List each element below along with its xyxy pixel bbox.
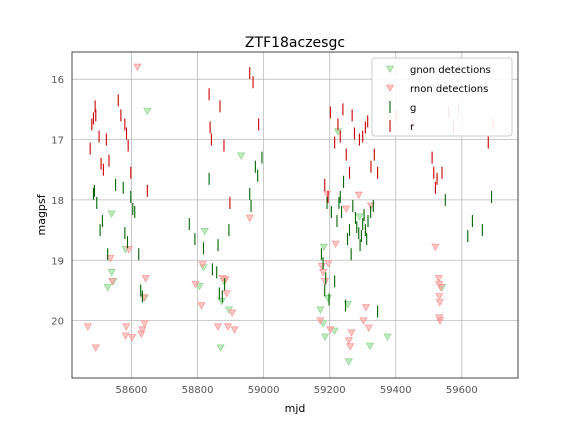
rnon-point [222,290,231,298]
rnon-point [106,255,115,263]
y-tick-label: 17 [51,136,64,147]
legend-marker-gnon [385,65,395,74]
rnon-point [133,63,142,72]
y-tick-label: 20 [51,317,64,328]
x-axis-label: mjd [285,402,306,415]
x-tick-label: 58800 [182,385,214,396]
x-tick-label: 59400 [380,385,412,396]
data-marks [83,63,494,366]
rnon-point [320,278,330,286]
legend-label-rnon: rnon detections [410,84,488,95]
rnon-point [108,278,117,286]
gnon-point [216,344,225,352]
gnon-point [383,333,392,342]
rnon-point [331,240,340,249]
gnon-point [316,306,325,314]
gnon-point [107,210,116,218]
rnon-point [128,334,137,342]
rnon-point [230,326,239,334]
rnon-point [354,191,363,200]
rnon-point [344,337,353,345]
plot-frame [71,51,519,379]
rnon-point [431,243,440,252]
gnon-point [200,228,209,236]
gnon-point [365,342,375,351]
rnon-point [359,317,368,325]
x-tick-label: 59600 [446,385,478,396]
rnon-point [361,304,371,312]
gnon-point [344,358,353,366]
rnon-point [322,190,332,198]
rnon-point [326,326,335,334]
legend: gnon detections rnon detections gr [371,57,513,137]
gnon-point [237,152,246,160]
y-tick-label: 18 [51,196,64,207]
rnon-point [121,332,130,340]
rnon-point [435,293,444,301]
rnon-point [138,326,147,334]
rnon-point [83,323,92,331]
rnon-point [213,323,223,331]
y-axis-label: magpsf [35,193,48,235]
rnon-point [319,269,328,277]
series-rnon [83,63,445,352]
rnon-point [435,317,445,325]
rnon-point [435,299,444,307]
rnon-point [221,276,230,284]
gnon-point [217,298,226,306]
gnon-point [320,333,330,342]
x-tick-label: 59000 [248,385,280,396]
gnon-point [343,301,352,309]
rnon-point [228,309,237,317]
rnon-point [191,281,200,289]
rnon-point [434,275,443,283]
series-g [92,151,493,318]
legend-label-g: g [410,103,416,114]
legend-label-r: r [410,122,415,133]
gnon-point [195,282,204,291]
rnon-point [198,261,207,269]
rnon-point [91,344,100,352]
rnon-point [342,205,351,214]
rnon-point [223,323,233,331]
rnon-point [122,323,131,331]
y-axis-ticks: 16 17 18 19 20 [51,75,64,327]
legend-marker-rnon [385,84,395,93]
rnon-point [346,343,355,351]
gnon-point [355,213,364,221]
x-axis-ticks: 58600 58800 59000 59200 59400 59600 [116,385,478,396]
legend-label-gnon: gnon detections [410,65,491,76]
gnon-point [107,269,116,277]
rnon-point [324,260,333,268]
chart-title: ZTF18aczesgc [245,35,345,51]
x-tick-label: 59200 [314,385,346,396]
rnon-point [316,317,325,325]
y-tick-label: 16 [51,75,64,86]
x-tick-label: 58600 [116,385,148,396]
gnon-point [323,295,333,303]
y-tick-label: 19 [51,256,64,267]
rnon-point [197,302,206,310]
legend-box [371,57,513,137]
rnon-point [364,324,373,332]
gnon-point [103,284,112,292]
rnon-point [436,284,445,292]
gnon-point [330,327,339,335]
rnon-point [141,275,150,283]
gnon-point [319,243,328,252]
rnon-point [245,214,254,223]
gnon-point [143,107,152,116]
rnon-point [347,329,356,337]
rnon-point [140,320,149,328]
